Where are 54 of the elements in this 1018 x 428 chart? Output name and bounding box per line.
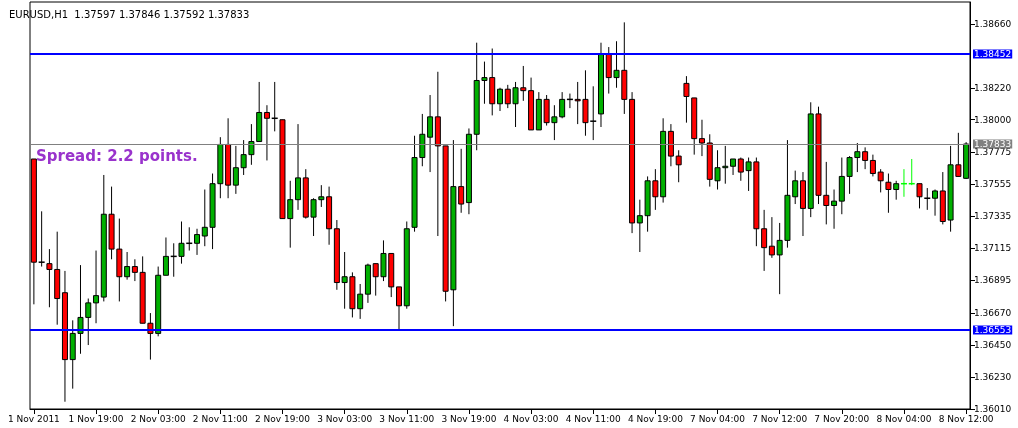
candlestick [831,189,838,230]
candlestick [869,154,876,177]
y-tick-label: 1.38220 [974,82,1012,93]
x-tick-label: 7 Nov 20:00 [814,413,870,424]
y-tick-label: 1.36670 [974,308,1012,319]
candlestick [396,286,403,330]
annotation: Spread: 2.2 points. [36,146,198,165]
candlestick [124,251,131,281]
y-tick-label: 1.37335 [974,211,1012,222]
text: EURUSD,H1 1.37597 1.37846 1.37592 1.37833 [9,8,250,20]
y-tick-label: 1.36895 [974,275,1012,286]
candlestick [194,228,201,256]
candlestick [923,187,932,211]
candlestick [730,158,737,176]
candlestick [497,87,503,112]
y-tick-label: 1.38000 [974,114,1012,125]
ref-line-label: 1.38452 [974,49,1012,60]
x-tick-label: 4 Nov 19:00 [627,413,684,424]
candlestick [162,236,169,276]
candlestick [932,189,939,217]
x-tick-label: 3 Nov 11:00 [379,413,435,424]
candlestick [698,119,705,157]
x-tick-label: 8 Nov 04:00 [876,413,932,424]
candlestick [683,75,690,124]
candlestick [93,250,100,324]
candlestick [768,216,775,259]
x-tick-label: 3 Nov 03:00 [317,413,373,424]
x-tick-label: 4 Nov 11:00 [565,413,621,424]
ref-line-label: 1.36553 [974,325,1012,336]
x-tick-label: 2 Nov 19:00 [255,413,311,424]
candlestick [916,183,923,209]
x-tick-label: 8 Nov 12:00 [938,413,994,424]
y-tick-label: 1.36230 [974,372,1012,383]
x-tick-label: 3 Nov 19:00 [441,413,497,424]
ref-line-label: 1.37833 [974,139,1012,150]
x-tick-label: 4 Nov 03:00 [503,413,559,424]
y-tick-label: 1.37115 [974,243,1012,254]
y-tick-label: 1.38660 [974,18,1012,29]
y-tick-label: 1.37775 [974,147,1012,158]
candlestick [427,94,434,173]
y-tick-label: 1.36450 [974,340,1012,351]
x-tick-label: 7 Nov 12:00 [752,413,808,424]
y-tick-label: 1.37555 [974,179,1012,190]
x-tick-label: 1 Nov 2011 [7,413,60,424]
candlestick [37,210,46,268]
x-tick-label: 1 Nov 19:00 [68,413,124,424]
candlestick [877,168,884,193]
candlestick [295,123,302,211]
x-tick-label: 2 Nov 11:00 [192,413,249,424]
candlestick [675,149,682,183]
y-tick-label: 1.36010 [974,404,1012,414]
candlestick [263,104,270,161]
x-tick-label: 2 Nov 03:00 [130,413,186,424]
x-tick-label: 7 Nov 04:00 [690,413,746,424]
